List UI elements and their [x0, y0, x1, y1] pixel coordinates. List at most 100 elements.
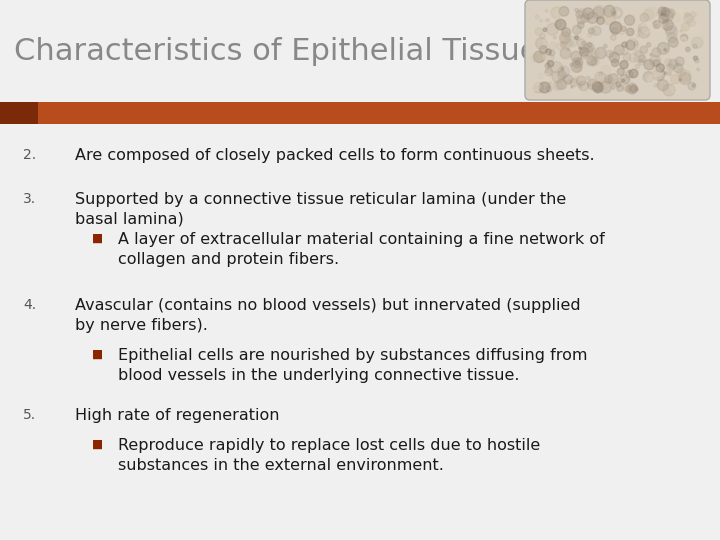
Circle shape [609, 52, 619, 63]
Circle shape [559, 6, 569, 16]
Circle shape [621, 46, 629, 55]
Circle shape [693, 25, 702, 33]
Circle shape [697, 68, 700, 71]
Text: ■: ■ [92, 232, 104, 245]
Circle shape [639, 55, 646, 62]
Text: A layer of extracellular material containing a fine network of
collagen and prot: A layer of extracellular material contai… [118, 232, 605, 267]
Text: ■: ■ [92, 438, 104, 451]
Circle shape [689, 28, 694, 33]
Circle shape [683, 57, 684, 59]
Circle shape [658, 7, 666, 15]
Circle shape [669, 59, 678, 69]
Circle shape [602, 26, 606, 29]
Circle shape [609, 51, 614, 56]
Circle shape [546, 23, 558, 35]
Circle shape [673, 64, 683, 73]
Circle shape [671, 75, 680, 84]
Circle shape [601, 65, 611, 75]
Circle shape [558, 71, 567, 79]
Circle shape [629, 48, 632, 51]
Circle shape [539, 73, 544, 79]
Circle shape [660, 22, 665, 28]
Circle shape [567, 80, 572, 84]
Circle shape [621, 22, 626, 27]
Circle shape [587, 12, 598, 23]
Circle shape [549, 82, 552, 85]
Circle shape [539, 46, 547, 53]
Circle shape [642, 22, 653, 33]
Circle shape [595, 48, 606, 59]
Circle shape [592, 26, 601, 36]
Circle shape [671, 85, 680, 93]
Circle shape [657, 43, 669, 55]
Circle shape [575, 8, 578, 12]
Circle shape [647, 43, 651, 47]
Circle shape [567, 48, 570, 51]
Circle shape [588, 33, 592, 37]
Text: 4.: 4. [23, 298, 36, 312]
Circle shape [623, 84, 630, 91]
Circle shape [640, 46, 647, 53]
Circle shape [539, 82, 550, 93]
Circle shape [579, 81, 588, 91]
Circle shape [631, 55, 634, 58]
Circle shape [656, 64, 665, 72]
Circle shape [624, 53, 631, 60]
Circle shape [544, 54, 549, 59]
Circle shape [634, 42, 638, 46]
Circle shape [555, 9, 566, 20]
Circle shape [580, 23, 582, 25]
Circle shape [614, 62, 617, 65]
Circle shape [673, 6, 684, 17]
Circle shape [554, 36, 557, 39]
Circle shape [629, 53, 638, 62]
Text: 2.: 2. [23, 148, 36, 162]
Circle shape [535, 28, 542, 35]
Circle shape [603, 13, 616, 25]
Circle shape [575, 36, 578, 39]
Circle shape [570, 63, 572, 66]
Circle shape [577, 37, 581, 41]
Circle shape [593, 7, 604, 19]
Circle shape [536, 38, 547, 49]
Circle shape [578, 84, 582, 88]
Circle shape [630, 85, 637, 92]
Circle shape [645, 74, 654, 84]
Circle shape [591, 30, 596, 36]
Circle shape [662, 19, 667, 25]
Circle shape [617, 11, 621, 15]
Circle shape [633, 51, 644, 62]
Circle shape [667, 64, 674, 71]
Circle shape [572, 63, 575, 65]
Circle shape [656, 48, 665, 57]
Circle shape [685, 47, 690, 52]
Circle shape [570, 39, 572, 42]
Circle shape [653, 22, 662, 31]
Circle shape [629, 86, 636, 94]
Circle shape [577, 76, 586, 85]
Circle shape [555, 19, 566, 30]
Circle shape [577, 39, 585, 47]
Circle shape [663, 84, 675, 96]
Circle shape [586, 47, 595, 57]
Circle shape [594, 5, 605, 16]
Circle shape [562, 60, 567, 64]
Circle shape [657, 11, 662, 16]
Circle shape [635, 36, 639, 40]
Circle shape [584, 47, 593, 56]
Circle shape [598, 79, 609, 90]
Circle shape [545, 15, 548, 18]
Circle shape [693, 44, 697, 49]
Circle shape [572, 77, 579, 83]
Circle shape [546, 86, 552, 92]
Circle shape [593, 73, 601, 81]
Text: Are composed of closely packed cells to form continuous sheets.: Are composed of closely packed cells to … [75, 148, 595, 163]
Circle shape [628, 70, 631, 73]
Circle shape [624, 15, 634, 25]
Circle shape [626, 28, 634, 36]
Circle shape [580, 52, 588, 59]
Circle shape [552, 71, 564, 83]
Circle shape [639, 26, 642, 30]
Circle shape [592, 80, 595, 83]
Circle shape [652, 68, 657, 73]
